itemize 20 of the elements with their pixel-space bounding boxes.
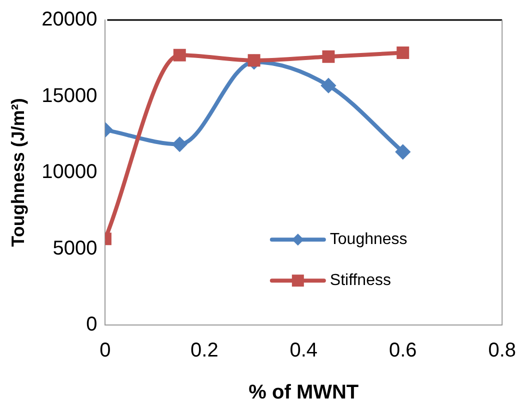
- legend-label: Stiffness: [330, 272, 391, 290]
- point: [248, 54, 260, 67]
- y-tick-label: 15000: [42, 84, 98, 107]
- point: [321, 78, 336, 93]
- point: [172, 137, 187, 152]
- y-tick-label: 5000: [52, 237, 98, 260]
- point: [173, 48, 186, 62]
- x-tick-label: 0.8: [488, 340, 516, 362]
- y-axis-title: Toughness (J/m²): [8, 98, 28, 247]
- x-tick-label: 0.6: [388, 340, 417, 362]
- legend-label: Toughness: [330, 231, 408, 248]
- point: [396, 144, 410, 159]
- x-axis-title: % of MWNT: [248, 382, 359, 404]
- point: [322, 50, 335, 63]
- point: [396, 46, 410, 60]
- x-tick-label: 0.4: [290, 340, 318, 362]
- y-tick-label: 10000: [42, 161, 98, 184]
- y-tick-label: 0: [86, 314, 98, 336]
- x-tick-label: 0.2: [190, 340, 218, 362]
- y-tick-label: 20000: [42, 8, 98, 31]
